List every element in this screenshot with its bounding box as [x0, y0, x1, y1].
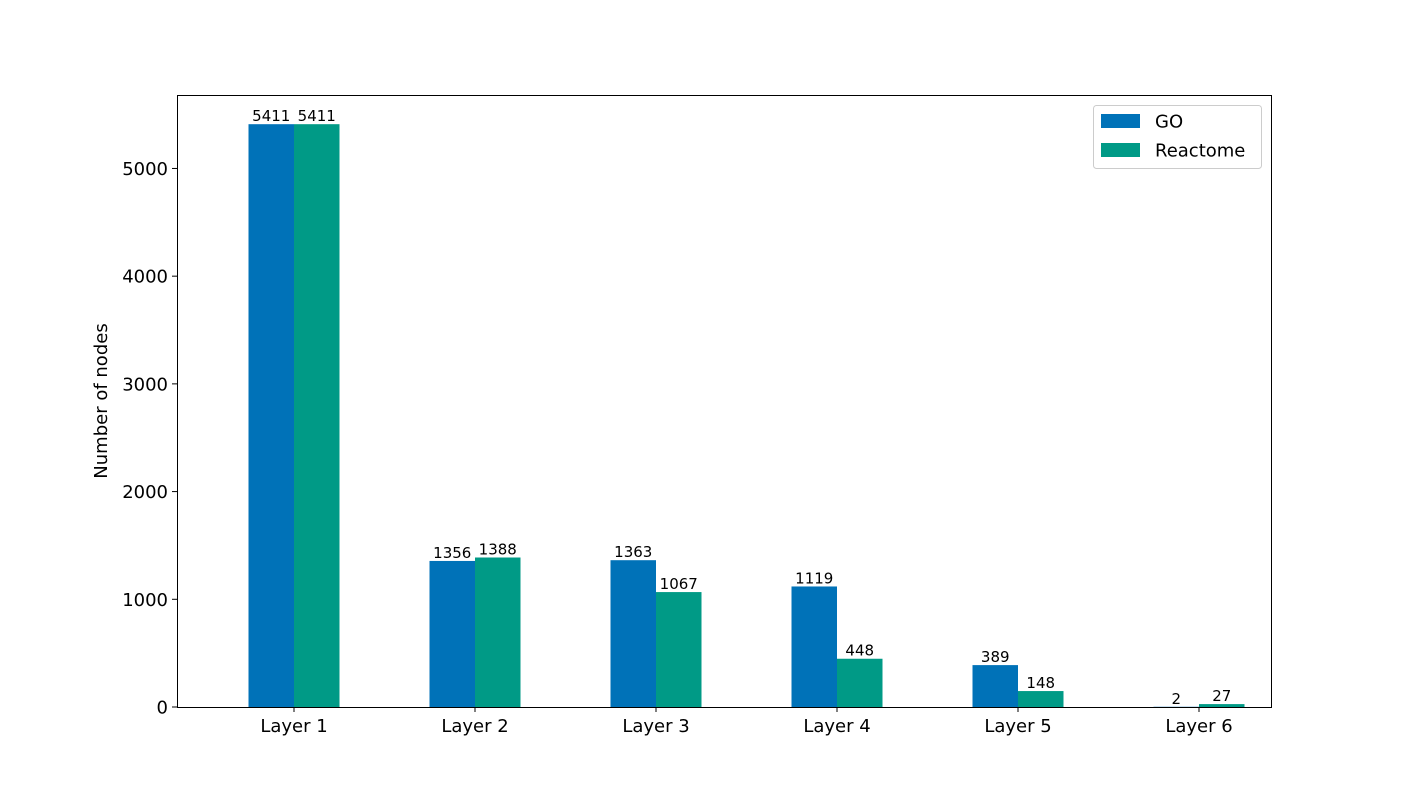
data-label: 448: [845, 642, 874, 660]
data-label: 5411: [298, 107, 336, 125]
data-label: 389: [981, 648, 1010, 666]
bar-reactome-layer-3: [656, 592, 702, 707]
data-label: 148: [1026, 674, 1055, 692]
plot-frame: [177, 95, 1272, 708]
x-tick-label: Layer 3: [622, 716, 689, 737]
bar-reactome-layer-5: [1018, 691, 1064, 707]
data-label: 1119: [795, 569, 833, 587]
bar-reactome-layer-1: [294, 124, 340, 707]
y-tick-label: 1000: [122, 590, 168, 611]
y-tick-label: 2000: [122, 482, 168, 503]
data-label: 5411: [252, 107, 290, 125]
x-tick-label: Layer 1: [260, 716, 327, 737]
y-axis: 0 1000 2000 3000 4000 5000: [122, 159, 177, 719]
y-axis-label: Number of nodes: [91, 323, 112, 478]
data-label: 1356: [433, 544, 471, 562]
bar-go-layer-1: [248, 124, 294, 707]
bar-go-layer-3: [610, 560, 656, 707]
bar-go-layer-2: [429, 560, 475, 707]
legend: GO Reactome: [1093, 105, 1262, 169]
bars-layer: [248, 124, 1245, 708]
bar-reactome-layer-4: [837, 658, 883, 707]
data-labels-layer: 5411 5411 1356 1388 1363 1067 1119 448 389 148 2 27: [252, 107, 1231, 708]
bar-go-layer-5: [972, 665, 1018, 707]
legend-swatch-reactome: [1101, 143, 1140, 157]
x-tick-label: Layer 4: [803, 716, 870, 737]
x-tick-label: Layer 2: [441, 716, 508, 737]
data-label: 2: [1171, 690, 1181, 708]
y-tick-label: 4000: [122, 267, 168, 288]
x-axis: Layer 1 Layer 2 Layer 3 Layer 4 Layer 5 Layer…: [260, 707, 1233, 737]
bar-go-layer-4: [791, 586, 837, 707]
legend-swatch-go: [1101, 114, 1140, 128]
y-tick-label: 5000: [122, 159, 168, 180]
data-label: 1067: [660, 575, 698, 593]
y-tick-label: 3000: [122, 374, 168, 395]
data-label: 1363: [614, 543, 652, 561]
bar-reactome-layer-2: [475, 557, 521, 707]
y-tick-label: 0: [157, 698, 168, 719]
data-label: 1388: [479, 541, 517, 559]
legend-label-reactome: Reactome: [1155, 141, 1245, 162]
x-tick-label: Layer 5: [984, 716, 1051, 737]
legend-label-go: GO: [1155, 112, 1183, 133]
x-tick-label: Layer 6: [1165, 716, 1232, 737]
bar-reactome-layer-6: [1199, 704, 1245, 707]
data-label: 27: [1212, 687, 1231, 705]
